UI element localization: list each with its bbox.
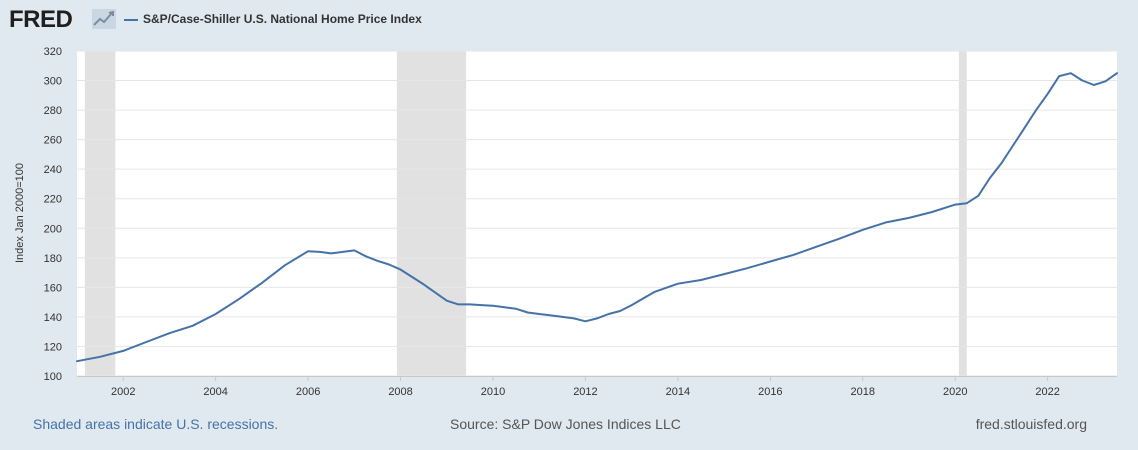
trend-line-icon — [92, 9, 116, 29]
y-axis-ticks: 100 120 140 160 180 200 220 240 260 280 300 320 — [44, 46, 62, 383]
x-tick-label-2022: 2022 — [1035, 386, 1059, 398]
y-tick-label-280: 280 — [44, 105, 62, 117]
line-chart[interactable]: 100 120 140 160 180 200 220 240 260 280 300 320 200… — [0, 40, 1138, 405]
site-link[interactable]: fred.stlouisfed.org — [975, 416, 1087, 432]
series-line-1 — [76, 72, 1118, 363]
fred-logo[interactable]: FRED — [9, 6, 73, 33]
y-tick-label-240: 240 — [44, 164, 62, 176]
recession-bands — [84, 51, 967, 376]
recession-band-3 — [958, 51, 967, 376]
x-tick-label-2020: 2020 — [943, 386, 967, 398]
x-tick-label-2006: 2006 — [296, 386, 320, 398]
legend-series-name: S&P/Case-Shiller U.S. National Home Pric… — [143, 12, 422, 26]
y-tick-label-120: 120 — [44, 341, 62, 353]
x-tick-label-2018: 2018 — [851, 386, 875, 398]
recession-band-1 — [84, 51, 116, 376]
x-tick-label-2010: 2010 — [481, 386, 505, 398]
y-tick-label-140: 140 — [44, 312, 62, 324]
y-axis-title: Index Jan 2000=100 — [14, 163, 26, 263]
series-layer — [76, 72, 1118, 363]
source-credit: Source: S&P Dow Jones Indices LLC — [450, 416, 681, 432]
legend-swatch — [124, 19, 138, 21]
x-tick-label-2014: 2014 — [666, 386, 690, 398]
y-tick-label-200: 200 — [44, 223, 62, 235]
chart-header: FRED S&P/Case-Shiller U.S. National Home… — [0, 0, 1138, 40]
x-tick-label-2008: 2008 — [388, 386, 412, 398]
x-tick-label-2016: 2016 — [758, 386, 782, 398]
x-tick-label-2012: 2012 — [573, 386, 597, 398]
recession-band-2 — [396, 51, 467, 376]
y-tick-label-260: 260 — [44, 135, 62, 147]
x-tick-label-2004: 2004 — [203, 386, 227, 398]
y-tick-label-300: 300 — [44, 76, 62, 88]
y-tick-label-160: 160 — [44, 282, 62, 294]
x-tick-label-2002: 2002 — [111, 386, 135, 398]
recession-note: Shaded areas indicate U.S. recessions. — [33, 416, 279, 432]
y-tick-label-100: 100 — [44, 371, 62, 383]
plot-area — [77, 51, 1117, 376]
y-tick-label-320: 320 — [44, 46, 62, 58]
x-axis-ticks: 2002 2004 2006 2008 2010 2012 2014 2016 2018 2020… — [77, 376, 1117, 398]
y-tick-label-220: 220 — [44, 194, 62, 206]
y-tick-label-180: 180 — [44, 253, 62, 265]
